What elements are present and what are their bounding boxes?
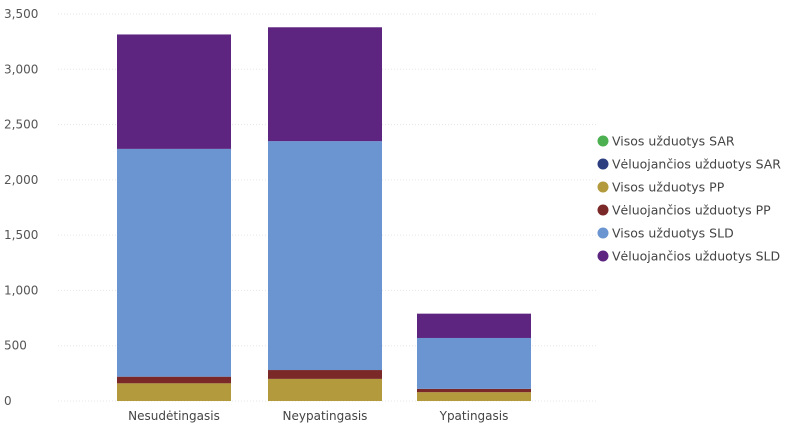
legend-marker	[597, 204, 609, 216]
bar-segment[interactable]	[117, 34, 231, 149]
x-axis-categories: Nesudėtingasis Neypatingasis Ypatingasis	[128, 409, 508, 423]
bars	[117, 27, 531, 401]
y-tick-label: 3,000	[4, 62, 38, 76]
y-tick-label: 1,000	[4, 283, 38, 297]
y-tick-label: 2,000	[4, 173, 38, 187]
legend-label: Visos užduotys PP	[612, 180, 725, 195]
bar-segment[interactable]	[117, 376, 231, 384]
x-category-label: Neypatingasis	[283, 409, 368, 423]
y-axis-ticks: 0 500 1,000 1,500 2,000 2,500 3,000 3,500	[4, 7, 38, 408]
bar-segment[interactable]	[417, 313, 531, 338]
bar-segment[interactable]	[268, 27, 382, 142]
legend-label: Vėluojančios užduotys SAR	[612, 157, 781, 172]
legend-marker	[597, 158, 609, 170]
legend-marker	[597, 181, 609, 193]
bar-segment[interactable]	[117, 383, 231, 401]
legend: Visos užduotys SAR Vėluojančios užduotys …	[597, 134, 781, 264]
y-tick-label: 2,500	[4, 118, 38, 132]
x-category-label: Ypatingasis	[439, 409, 509, 423]
y-tick-label: 1,500	[4, 228, 38, 242]
y-tick-label: 0	[4, 394, 12, 408]
legend-label: Visos užduotys SLD	[612, 226, 734, 241]
bar-segment[interactable]	[417, 392, 531, 401]
bar-segment[interactable]	[417, 388, 531, 393]
legend-marker	[597, 250, 609, 262]
y-tick-label: 3,500	[4, 7, 38, 21]
y-tick-label: 500	[4, 339, 27, 353]
legend-label: Vėluojančios užduotys PP	[612, 203, 771, 218]
legend-marker	[597, 227, 609, 239]
bar-segment[interactable]	[268, 370, 382, 379]
bar-segment[interactable]	[417, 337, 531, 389]
x-category-label: Nesudėtingasis	[128, 409, 220, 423]
legend-marker	[597, 135, 609, 147]
legend-label: Visos užduotys SAR	[612, 134, 735, 149]
bar-segment[interactable]	[268, 378, 382, 401]
bar-segment[interactable]	[117, 148, 231, 377]
legend-label: Vėluojančios užduotys SLD	[612, 249, 780, 264]
bar-segment[interactable]	[268, 141, 382, 371]
